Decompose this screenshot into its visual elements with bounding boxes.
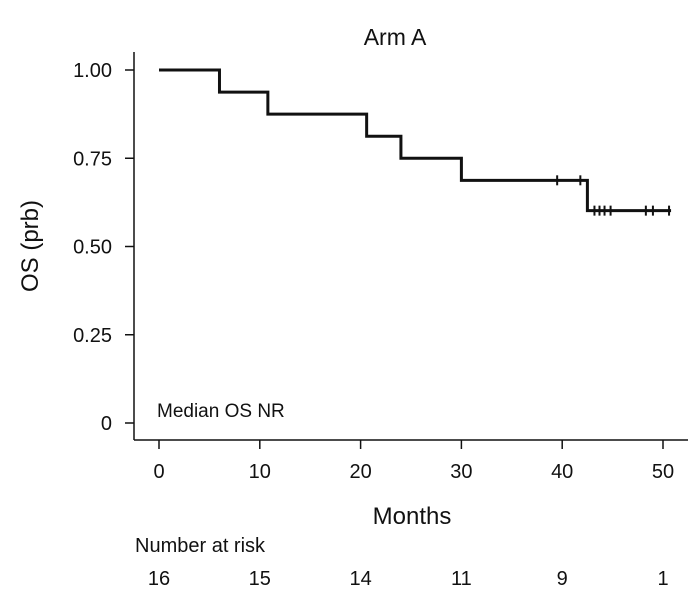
y-tick-label: 1.00: [73, 60, 112, 82]
risk-count: 16: [148, 568, 170, 590]
chart-title: Arm A: [364, 24, 427, 50]
y-tick-label: 0.75: [73, 148, 112, 170]
axes: 0 0.25 0.50 0.75 1.00 0 10 20 30 40 50: [73, 52, 688, 483]
risk-count: 1: [657, 568, 668, 590]
y-tick-label: 0.25: [73, 325, 112, 347]
x-tick-label: 40: [551, 461, 573, 483]
y-tick-label: 0.50: [73, 237, 112, 259]
y-axis-title: OS (prb): [17, 200, 44, 292]
median-os-annotation: Median OS NR: [157, 401, 285, 422]
risk-table-title: Number at risk: [135, 535, 266, 557]
x-tick-label: 50: [652, 461, 674, 483]
risk-count: 14: [349, 568, 371, 590]
y-tick-label: 0: [101, 413, 112, 435]
risk-count: 9: [557, 568, 568, 590]
x-tick-label: 20: [349, 461, 371, 483]
risk-table-row: 16 15 14 11 9 1: [148, 568, 669, 590]
risk-count: 11: [451, 568, 472, 590]
survival-step-line: [159, 68, 672, 213]
survival-curve: [159, 68, 672, 216]
x-axis-title: Months: [373, 503, 452, 530]
risk-count: 15: [249, 568, 271, 590]
x-tick-label: 30: [450, 461, 472, 483]
x-tick-label: 0: [153, 461, 164, 483]
x-tick-label: 10: [249, 461, 271, 483]
